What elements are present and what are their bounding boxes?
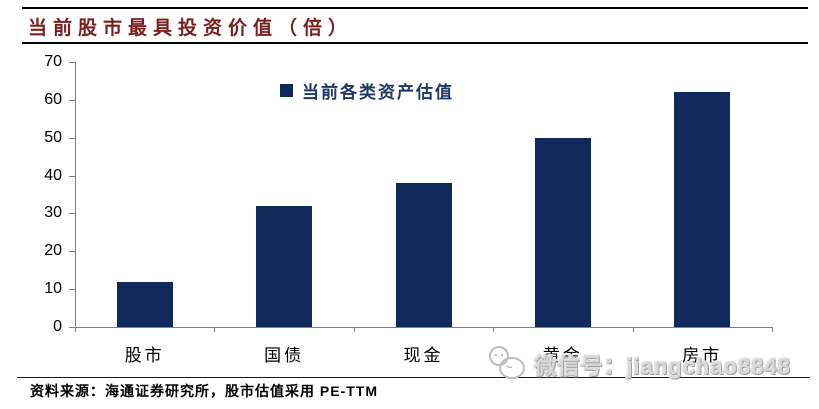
y-axis-tick [69,137,75,139]
y-axis-tick [69,213,75,215]
title-bottom-rule [22,42,808,44]
source-note: 资料来源：海通证券研究所，股市估值采用 PE-TTM [30,383,378,399]
x-axis-tick [772,327,773,332]
x-axis-tick [353,327,355,332]
x-axis-tick [493,327,495,332]
y-axis-tick-label: 0 [53,318,62,335]
x-axis-label-现金: 现金 [403,346,444,365]
bar-黄金 [534,137,591,327]
y-axis-tick-label: 30 [44,204,62,222]
chart-title: 当前股市最具投资价值（倍） [28,18,354,39]
x-axis-tick [214,327,216,332]
footer-divider [17,377,810,378]
y-axis-tick-label: 50 [44,128,62,146]
x-axis-label-股市: 股市 [124,346,165,365]
x-axis-tick [632,327,634,332]
y-axis-tick-label: 40 [44,166,62,184]
x-axis-label-黄金: 黄金 [542,346,583,365]
x-axis-line [75,327,772,328]
y-axis-tick-label: 60 [44,90,62,108]
y-axis-tick [69,62,75,63]
watermark: 微信号：jiangchao8848 [486,343,791,381]
bar-房市 [674,92,731,327]
wechat-mascot-icon [489,346,526,379]
x-axis-tick [75,327,76,332]
legend-swatch [280,84,293,97]
title-top-rule [22,7,808,9]
y-axis-tick-label: 20 [44,242,62,260]
watermark-text: 微信号：jiangchao8848 [534,354,791,379]
y-axis-tick-label: 10 [44,280,62,298]
bar-现金 [395,183,452,327]
y-axis-tick [69,251,75,253]
bar-股市 [116,281,173,327]
y-axis-line [75,62,76,327]
y-axis-tick [69,175,75,177]
bar-国债 [256,205,313,327]
y-axis-tick [69,327,75,328]
x-axis-label-房市: 房市 [682,346,723,365]
y-axis-tick [69,99,75,101]
x-axis-label-国债: 国债 [264,346,305,365]
y-axis-tick [69,289,75,291]
y-axis-tick-label: 70 [44,53,62,70]
legend-label: 当前各类资产估值 [302,83,454,102]
chart-legend: 当前各类资产估值 [280,78,454,103]
